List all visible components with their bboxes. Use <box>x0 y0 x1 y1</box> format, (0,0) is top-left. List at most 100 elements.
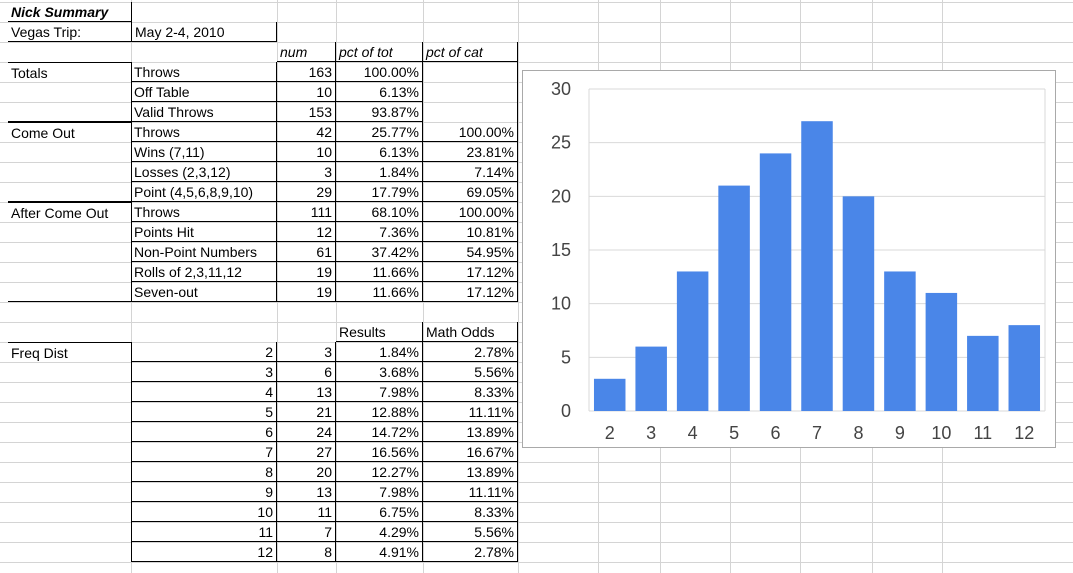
row-label: Point (4,5,6,8,9,10) <box>131 182 277 202</box>
freq-count: 13 <box>277 382 336 402</box>
row-pct-of-tot: 7.36% <box>336 222 423 242</box>
row-pct-of-cat: 69.05% <box>423 182 518 202</box>
row-pct-of-tot: 6.13% <box>336 142 423 162</box>
y-tick-label: 30 <box>551 79 571 99</box>
freq-math-odds: 5.56% <box>423 522 518 542</box>
row-num: 19 <box>277 282 336 302</box>
row-num: 12 <box>277 222 336 242</box>
bar-5 <box>718 185 750 411</box>
row-num: 19 <box>277 262 336 282</box>
row-num: 153 <box>277 102 336 122</box>
freq-count: 8 <box>277 542 336 562</box>
bar-12 <box>1008 325 1041 411</box>
freq-math-odds: 5.56% <box>423 362 518 382</box>
x-tick-label: 11 <box>973 423 992 443</box>
freq-math-odds: 16.67% <box>423 442 518 462</box>
row-label: Non-Point Numbers <box>131 242 277 262</box>
freq-math-odds: 11.11% <box>423 482 518 502</box>
y-tick-label: 20 <box>551 186 571 206</box>
x-tick-label: 4 <box>688 423 698 443</box>
row-group: Totals <box>8 62 132 82</box>
freq-roll: 5 <box>131 402 277 422</box>
bar-3 <box>635 346 667 411</box>
row-num: 61 <box>277 242 336 262</box>
row-group <box>8 102 132 122</box>
freq-roll: 2 <box>131 342 277 362</box>
freq-count: 13 <box>277 482 336 502</box>
x-tick-label: 6 <box>771 423 781 443</box>
row-label: Throws <box>131 122 277 142</box>
row-group <box>8 182 132 202</box>
row-pct-of-tot: 11.66% <box>336 282 423 302</box>
y-tick-label: 5 <box>561 347 571 367</box>
bar-6 <box>759 153 792 411</box>
freq-roll: 6 <box>131 422 277 442</box>
y-tick-label: 25 <box>551 133 571 153</box>
row-label: Points Hit <box>131 222 277 242</box>
header-math-odds: Math Odds <box>423 322 518 342</box>
freq-count: 24 <box>277 422 336 442</box>
header-pct-of-cat: pct of cat <box>423 42 518 62</box>
row-pct-of-cat <box>423 102 518 122</box>
freq-math-odds: 13.89% <box>423 422 518 442</box>
bar-4 <box>676 271 709 411</box>
frequency-bar-chart: 0 5 10 15 20 25 30 2 3 4 5 6 7 8 9 10 11 12 <box>522 70 1056 448</box>
row-pct-of-tot: 93.87% <box>336 102 423 122</box>
row-label: Wins (7,11) <box>131 142 277 162</box>
freq-roll: 4 <box>131 382 277 402</box>
row-num: 3 <box>277 162 336 182</box>
x-tick-label: 2 <box>605 423 615 443</box>
row-label: Losses (2,3,12) <box>131 162 277 182</box>
freq-count: 6 <box>277 362 336 382</box>
x-tick-label: 10 <box>931 423 951 443</box>
freq-results: 6.75% <box>336 502 423 522</box>
row-num: 29 <box>277 182 336 202</box>
row-pct-of-cat: 54.95% <box>423 242 518 262</box>
row-group <box>8 82 132 102</box>
row-pct-of-cat: 100.00% <box>423 122 518 142</box>
freq-results: 16.56% <box>336 442 423 462</box>
header-results: Results <box>336 322 423 342</box>
row-pct-of-cat: 17.12% <box>423 282 518 302</box>
row-group: After Come Out <box>8 202 132 222</box>
freq-results: 4.91% <box>336 542 423 562</box>
row-pct-of-tot: 17.79% <box>336 182 423 202</box>
freq-math-odds: 2.78% <box>423 342 518 362</box>
row-group: Come Out <box>8 122 132 142</box>
row-num: 111 <box>277 202 336 222</box>
row-pct-of-tot: 100.00% <box>336 62 423 82</box>
row-label: Seven-out <box>131 282 277 302</box>
freq-results: 3.68% <box>336 362 423 382</box>
freq-count: 20 <box>277 462 336 482</box>
row-pct-of-cat: 100.00% <box>423 202 518 222</box>
sheet-title: Nick Summary <box>8 2 132 22</box>
freq-roll: 3 <box>131 362 277 382</box>
freq-results: 4.29% <box>336 522 423 542</box>
trip-label: Vegas Trip: <box>8 22 132 42</box>
y-tick-label: 15 <box>551 240 571 260</box>
freq-results: 7.98% <box>336 482 423 502</box>
chart-svg: 0 5 10 15 20 25 30 2 3 4 5 6 7 8 9 10 11 12 <box>551 79 1046 443</box>
bar-2 <box>593 378 626 411</box>
row-label: Throws <box>131 62 277 82</box>
freq-results: 1.84% <box>336 342 423 362</box>
freq-count: 3 <box>277 342 336 362</box>
freq-results: 7.98% <box>336 382 423 402</box>
row-pct-of-tot: 68.10% <box>336 202 423 222</box>
trip-date: May 2-4, 2010 <box>131 22 277 42</box>
row-pct-of-tot: 25.77% <box>336 122 423 142</box>
freq-count: 7 <box>277 522 336 542</box>
row-pct-of-cat: 7.14% <box>423 162 518 182</box>
freq-dist-label: Freq Dist <box>8 342 132 362</box>
header-num: num <box>277 42 336 62</box>
row-pct-of-tot: 6.13% <box>336 82 423 102</box>
row-num: 163 <box>277 62 336 82</box>
y-tick-label: 0 <box>561 401 571 421</box>
x-tick-label: 3 <box>646 423 656 443</box>
row-num: 10 <box>277 82 336 102</box>
freq-math-odds: 2.78% <box>423 542 518 562</box>
row-pct-of-tot: 37.42% <box>336 242 423 262</box>
row-label: Off Table <box>131 82 277 102</box>
bar-9 <box>884 271 916 411</box>
freq-math-odds: 8.33% <box>423 382 518 402</box>
